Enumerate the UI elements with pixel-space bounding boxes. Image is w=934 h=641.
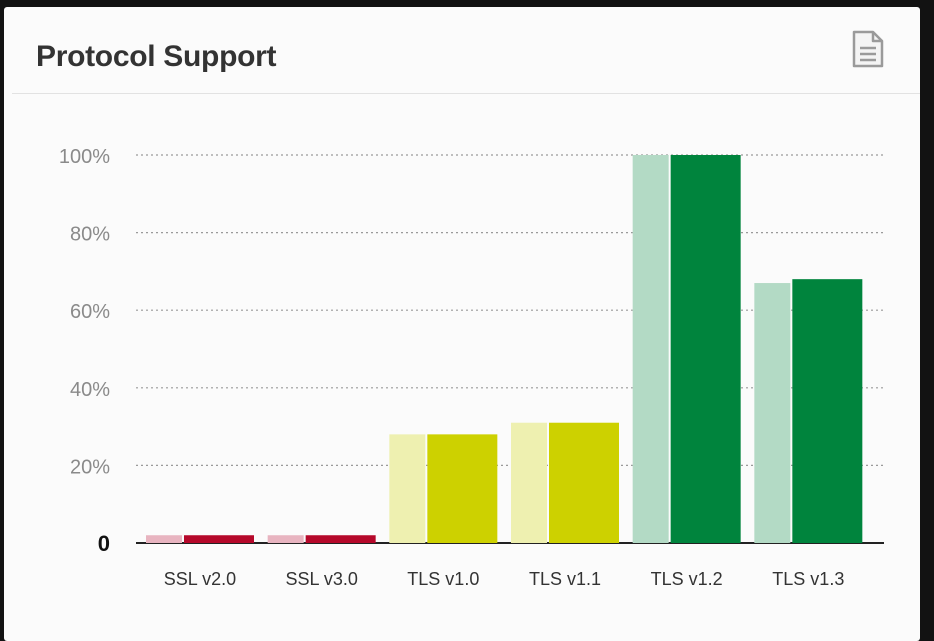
y-tick-label: 0 [98,531,110,556]
document-icon[interactable] [851,29,885,69]
y-tick-label: 20% [70,456,110,478]
x-tick-label: TLS v1.2 [651,569,723,589]
protocol-support-card: Protocol Support 0 20% 40% 60% 80% 100% SSL v2… [4,7,920,641]
bar-dark [549,422,619,543]
bar-light [754,283,791,543]
x-tick-label: TLS v1.1 [529,569,601,589]
bar-light [267,535,304,543]
bar-dark [792,279,863,543]
chart-area: 0 20% 40% 60% 80% 100% SSL v2.0 SSL v3.0 TLS v1.… [4,7,920,641]
bar-dark [670,155,741,543]
bar-dark [184,535,254,543]
x-tick-label: TLS v1.3 [772,569,844,589]
x-tick-label: SSL v2.0 [164,569,236,589]
card-header: Protocol Support [12,7,920,94]
y-tick-label: 80% [70,224,110,246]
x-tick-label: TLS v1.0 [407,569,479,589]
bar-light [389,434,426,543]
bar-light [146,535,182,543]
card-title: Protocol Support [36,40,277,73]
y-tick-label: 60% [70,301,110,323]
bar-chart: 0 20% 40% 60% 80% 100% SSL v2.0 SSL v3.0 TLS v1.… [59,146,884,589]
bar-dark [305,535,376,543]
bar-dark [427,434,498,543]
bar-light [511,422,547,543]
y-tick-label: 100% [59,146,110,168]
y-tick-label: 40% [70,379,110,401]
bar-light [632,155,669,543]
x-tick-label: SSL v3.0 [285,569,357,589]
